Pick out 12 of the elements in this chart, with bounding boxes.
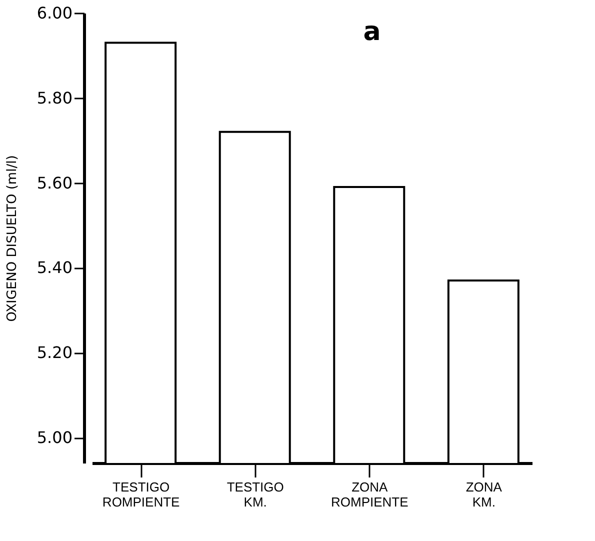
y-axis-title: OXIGENO DISUELTO (ml/l) [4,155,20,322]
y-tick-label: 6.00 [36,4,72,22]
chart-title: a [363,17,381,47]
y-tick-label: 5.00 [36,428,72,448]
x-tick-label: ZONA KM. [466,480,502,510]
y-tick-label: 5.80 [36,88,72,108]
x-tick-label: ZONA ROMPIENTE [330,480,409,510]
x-tick-label: TESTIGO KM. [226,480,284,510]
y-tick-label: 5.20 [36,343,72,362]
y-tick-label: 5.60 [36,173,72,192]
x-tick-label: TESTIGO ROMPIENTE [102,480,180,510]
y-tick-label: 5.40 [36,258,72,278]
